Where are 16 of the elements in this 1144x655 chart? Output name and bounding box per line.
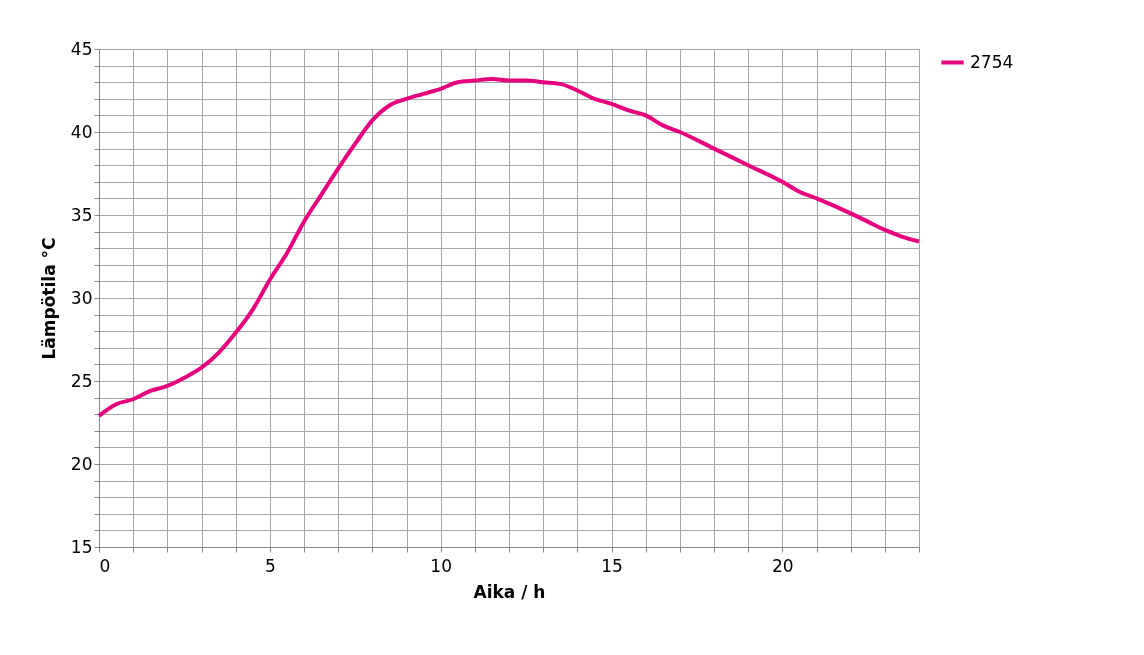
line-series bbox=[97, 76, 921, 418]
y-tick-label: 15 bbox=[70, 536, 93, 557]
x-tick-label: 10 bbox=[430, 555, 452, 576]
y-tick-label: 20 bbox=[70, 453, 93, 474]
x-tick-label: 0 bbox=[99, 555, 111, 576]
x-tick-label: 15 bbox=[601, 555, 623, 576]
x-tick-label: 20 bbox=[772, 555, 794, 576]
y-tick-label: 40 bbox=[70, 121, 93, 142]
x-axis-title: Aika / h bbox=[473, 581, 546, 602]
y-axis-title: Lämpötila °C bbox=[38, 237, 59, 360]
legend-label: 2754 bbox=[970, 51, 1014, 72]
y-tick-label: 35 bbox=[70, 204, 93, 225]
y-tick-label: 45 bbox=[70, 38, 93, 59]
y-tick-label: 30 bbox=[70, 287, 93, 308]
y-tick-label: 25 bbox=[70, 370, 93, 391]
x-tick-label: 5 bbox=[264, 555, 276, 576]
